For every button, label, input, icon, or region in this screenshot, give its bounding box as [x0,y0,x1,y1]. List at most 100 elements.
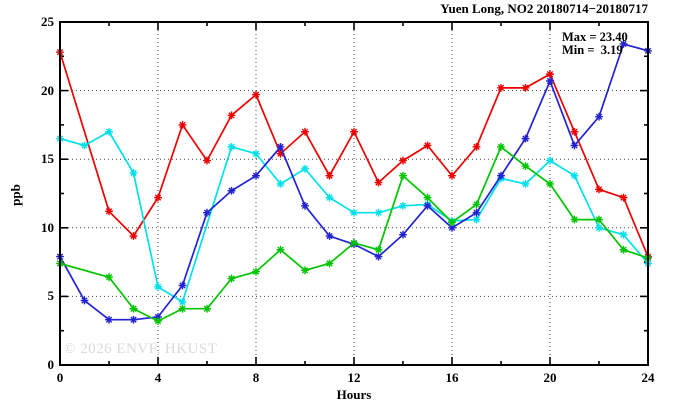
red-line-marker [325,171,334,180]
blue-line-marker [595,112,603,121]
blue-line-marker [178,281,187,290]
x-tick-label: 4 [154,370,162,385]
green-line-marker [619,245,628,254]
red-line-marker [595,185,603,194]
chart-title: Yuen Long, NO2 20180714−20180717 [440,1,648,16]
blue-line-marker [80,296,89,305]
green-line-marker [350,238,358,247]
green-line-marker [129,304,138,313]
red-line-marker [423,141,432,150]
blue-line-marker [227,186,236,195]
max-min-annotation: Max = 23.40 Min = 3.19 [562,31,628,57]
blue-line-marker [129,315,138,324]
green-line-marker [546,179,554,188]
blue-line-marker [448,223,456,232]
cyan-line-marker [129,169,138,177]
red-line-marker [154,193,162,202]
cyan-line-marker [325,193,334,202]
green-line-marker [301,266,309,275]
red-line-marker [570,127,579,136]
blue-line-marker [105,315,113,324]
green-line-marker [154,317,162,325]
cyan-line-marker [276,179,285,188]
green-line-marker [423,193,432,202]
green-line-marker [595,215,603,224]
cyan-line-marker [374,208,383,217]
y-tick-label: 15 [41,151,54,167]
cyan-line-marker [521,179,530,188]
green-line-marker [570,215,579,224]
red-line-marker [546,70,554,79]
y-tick-label: 0 [47,357,55,372]
blue-line-marker [252,171,260,180]
cyan-line-marker [570,171,579,180]
blue-line-marker [301,201,309,210]
green-line [59,145,649,323]
red-line-marker [521,83,530,92]
green-line-marker [497,142,505,151]
blue-line-marker [423,201,432,210]
blue-line-marker [154,313,162,321]
x-axis-label: Hours [336,387,372,402]
blue-line-marker [472,208,481,217]
x-tick-label: 8 [252,370,260,385]
blue-line-marker [203,208,211,217]
red-line-marker [472,142,481,151]
red-line-marker [276,149,285,158]
green-line-marker [276,245,285,254]
min-value-label: Min = 3.19 [562,43,623,57]
cyan-line-marker [105,127,113,136]
blue-line-marker [399,230,407,239]
red-line [59,51,649,257]
red-line-marker [227,111,236,120]
cyan-line-marker [227,142,236,151]
x-tick-label: 12 [347,370,361,385]
y-tick-label: 25 [41,14,54,29]
blue-line-marker [374,252,383,261]
cyan-line-marker [546,156,554,165]
x-tick-label: 16 [445,370,459,385]
green-line-marker [105,273,113,282]
red-line-marker [105,207,113,216]
red-line-marker [203,156,211,165]
green-line-marker [448,218,456,227]
green-line-marker [227,274,236,283]
cyan-line-marker [154,282,162,291]
green-line-marker [374,245,383,254]
cyan-line-marker [178,297,187,306]
red-line-marker [374,178,383,187]
cyan-line [59,130,649,304]
blue-line-marker [521,134,530,143]
red-line-marker [350,127,358,136]
max-value-label: Max = 23.40 [562,30,628,44]
red-line-marker [301,127,309,136]
red-line-marker [178,121,187,129]
blue-line-marker [619,40,628,48]
green-line-marker [325,259,334,268]
cyan-line-marker [595,223,603,232]
cyan-line-marker [80,141,89,150]
x-tick-label: 20 [543,370,557,385]
blue-line-marker [325,232,334,240]
plot-border [59,21,649,366]
green-line-marker [178,304,187,313]
x-tick-label: 0 [56,370,64,385]
red-line-marker [619,193,628,202]
blue-line-marker [546,77,554,85]
cyan-line-marker [350,208,358,217]
y-tick-label: 20 [41,82,54,98]
cyan-line-marker [472,215,481,224]
red-line-marker [399,156,407,165]
watermark: © 2026 ENVF, HKUST [64,341,218,357]
x-tick-label: 24 [641,370,655,385]
cyan-line-marker [619,230,628,239]
cyan-line-marker [301,164,309,173]
cyan-line-marker [252,149,260,158]
green-line-marker [399,171,407,180]
red-line-marker [448,171,456,180]
red-line-marker [252,90,260,99]
red-line-marker [129,232,138,240]
blue-line-marker [276,142,285,151]
